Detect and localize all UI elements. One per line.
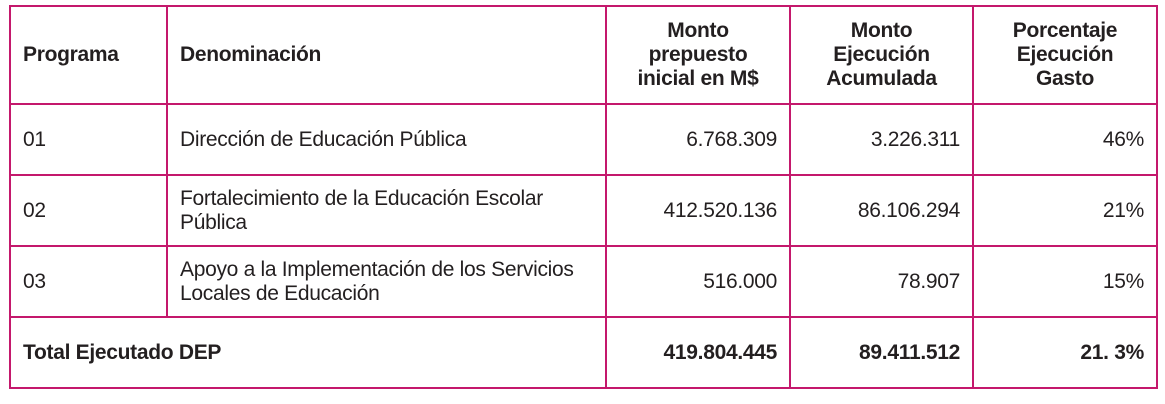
header-monto-presupuesto: Monto prepuesto inicial en M$	[605, 5, 791, 105]
header-line: inicial en M$	[637, 67, 759, 90]
table-row: 01 Dirección de Educación Pública 6.768.…	[9, 103, 1158, 176]
header-line: Acumulada	[826, 67, 937, 90]
cell-programa: 01	[9, 103, 168, 176]
cell-porcentaje: 46%	[972, 103, 1158, 176]
total-porcentaje: 21. 3%	[972, 316, 1158, 389]
total-row: Total Ejecutado DEP 419.804.445 89.411.5…	[9, 316, 1158, 389]
total-monto-ejecucion: 89.411.512	[789, 316, 974, 389]
cell-monto-presupuesto: 516.000	[605, 245, 791, 318]
budget-execution-table: Programa Denominación Monto prepuesto in…	[9, 5, 1158, 389]
cell-monto-ejecucion: 3.226.311	[789, 103, 974, 176]
cell-denominacion: Dirección de Educación Pública	[166, 103, 607, 176]
header-porcentaje: Porcentaje Ejecución Gasto	[972, 5, 1158, 105]
table-row: 03 Apoyo a la Implementación de los Serv…	[9, 245, 1158, 318]
cell-porcentaje: 21%	[972, 174, 1158, 247]
total-monto-presupuesto: 419.804.445	[605, 316, 791, 389]
table-row: 02 Fortalecimiento de la Educación Escol…	[9, 174, 1158, 247]
cell-denominacion: Apoyo a la Implementación de los Servici…	[166, 245, 607, 318]
header-line: Monto	[850, 19, 913, 42]
cell-monto-presupuesto: 6.768.309	[605, 103, 791, 176]
cell-denominacion: Fortalecimiento de la Educación Escolar …	[166, 174, 607, 247]
cell-programa: 02	[9, 174, 168, 247]
header-monto-ejecucion: Monto Ejecución Acumulada	[789, 5, 974, 105]
cell-porcentaje: 15%	[972, 245, 1158, 318]
header-line: prepuesto	[648, 43, 748, 66]
cell-monto-ejecucion: 78.907	[789, 245, 974, 318]
header-line: Ejecución Gasto	[1016, 43, 1114, 90]
total-label: Total Ejecutado DEP	[9, 316, 607, 389]
header-line: Ejecución	[833, 43, 930, 66]
header-line: Porcentaje	[1012, 19, 1118, 42]
header-programa: Programa	[9, 5, 168, 105]
header-line: Monto	[667, 19, 729, 42]
header-row: Programa Denominación Monto prepuesto in…	[9, 5, 1158, 105]
cell-monto-ejecucion: 86.106.294	[789, 174, 974, 247]
cell-programa: 03	[9, 245, 168, 318]
cell-monto-presupuesto: 412.520.136	[605, 174, 791, 247]
header-denominacion: Denominación	[166, 5, 607, 105]
